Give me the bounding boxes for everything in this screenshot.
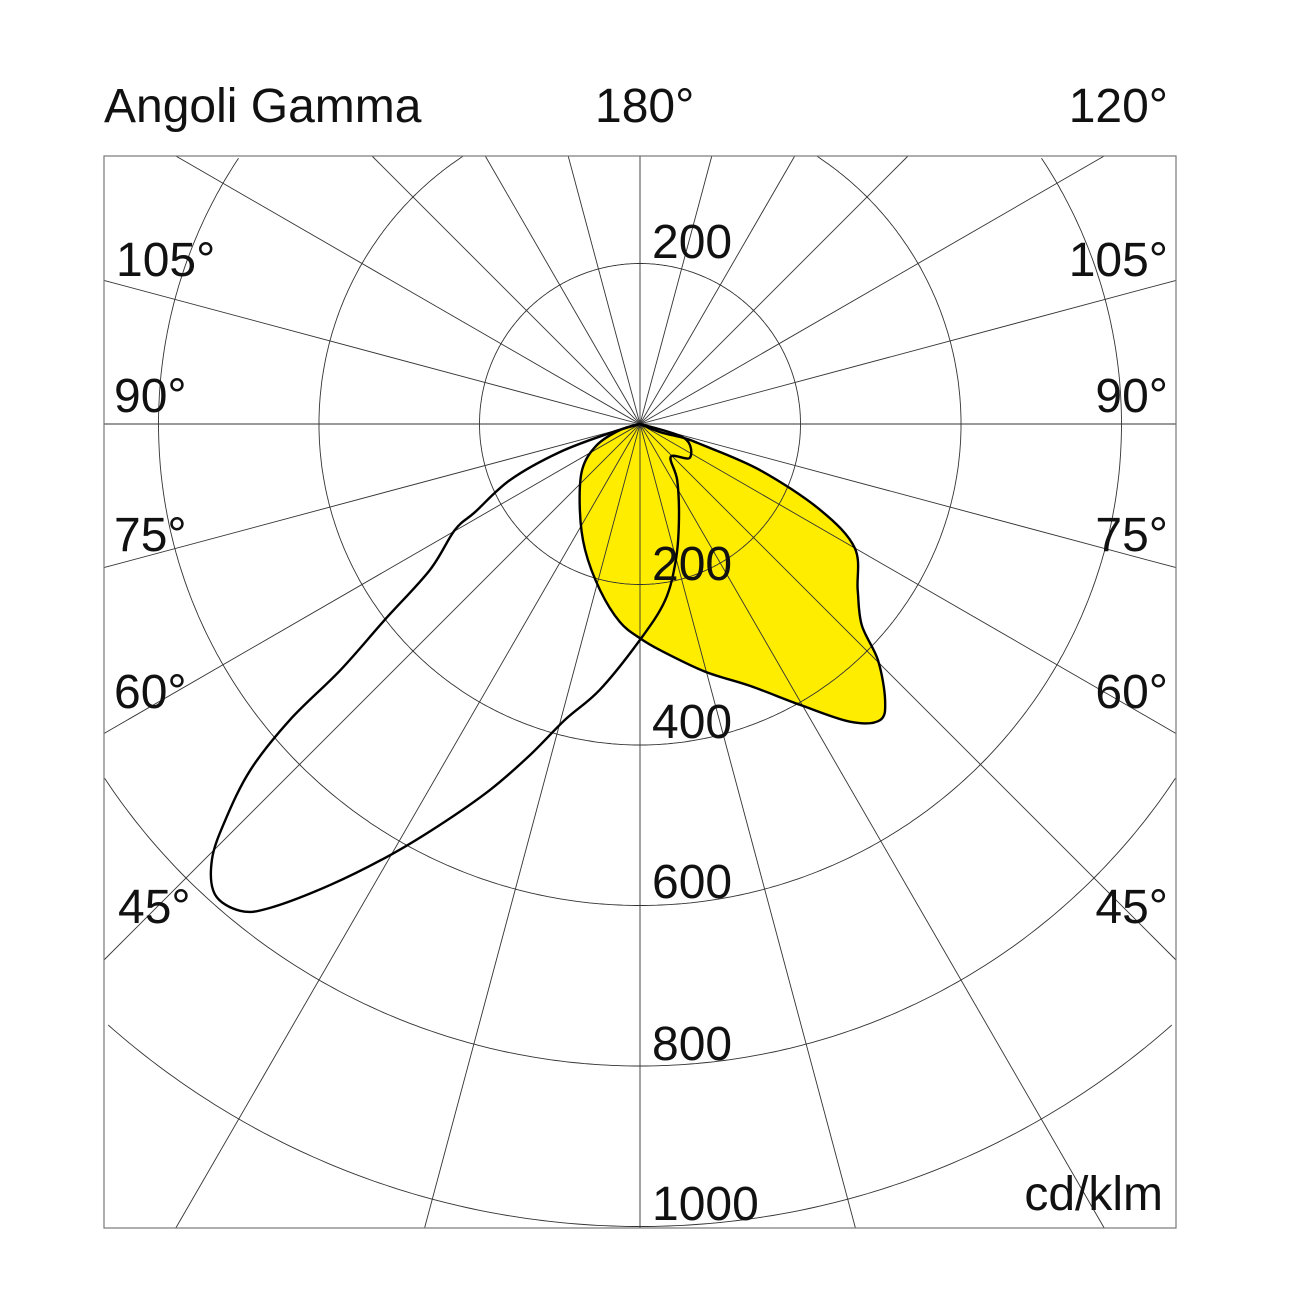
radial-line-165 — [424, 155, 713, 1229]
ring-600 — [158, 157, 1122, 906]
series-0-outline — [578, 422, 887, 725]
angle-label-right-45: 45° — [1095, 881, 1168, 934]
outline-layer — [209, 422, 887, 914]
radial-tick-400: 400 — [652, 696, 732, 749]
angle-label-left-90: 90° — [114, 370, 187, 423]
radial-line-30 — [484, 155, 1105, 1229]
angle-label-right-75: 75° — [1095, 509, 1168, 562]
angle-label-left-75: 75° — [114, 509, 187, 562]
radial-line-120 — [103, 155, 1105, 734]
radial-tick-800: 800 — [652, 1018, 732, 1071]
angle-label-right-60: 60° — [1095, 666, 1168, 719]
ring-400 — [318, 155, 962, 746]
unit-label: cd/klm — [1024, 1168, 1163, 1221]
chart-title: Angoli Gamma — [104, 80, 422, 133]
angle-label-left-60: 60° — [114, 666, 187, 719]
chart-frame — [103, 155, 1177, 1229]
radial-line-135 — [103, 155, 909, 961]
radial-line-60 — [175, 155, 1177, 734]
radial-line-150 — [175, 155, 796, 1229]
radial-tick-1000: 1000 — [652, 1178, 759, 1231]
radial-line-45 — [371, 155, 1177, 961]
radial-tick-200-upper: 200 — [652, 216, 732, 269]
angle-label-right-105: 105° — [1069, 234, 1168, 287]
series-0-fill — [579, 424, 886, 724]
angle-label-120: 120° — [1069, 80, 1168, 133]
angle-label-left-105: 105° — [116, 234, 215, 287]
angle-label-right-90: 90° — [1095, 370, 1168, 423]
angle-label-180: 180° — [595, 80, 694, 133]
curves-layer — [579, 424, 886, 724]
angle-label-left-45: 45° — [118, 881, 191, 934]
radial-line-15 — [567, 155, 856, 1229]
series-1-curve — [209, 422, 693, 914]
grid-layer — [103, 155, 1177, 1229]
radial-tick-200-lower: 200 — [652, 538, 732, 591]
radial-tick-600: 600 — [652, 856, 732, 909]
